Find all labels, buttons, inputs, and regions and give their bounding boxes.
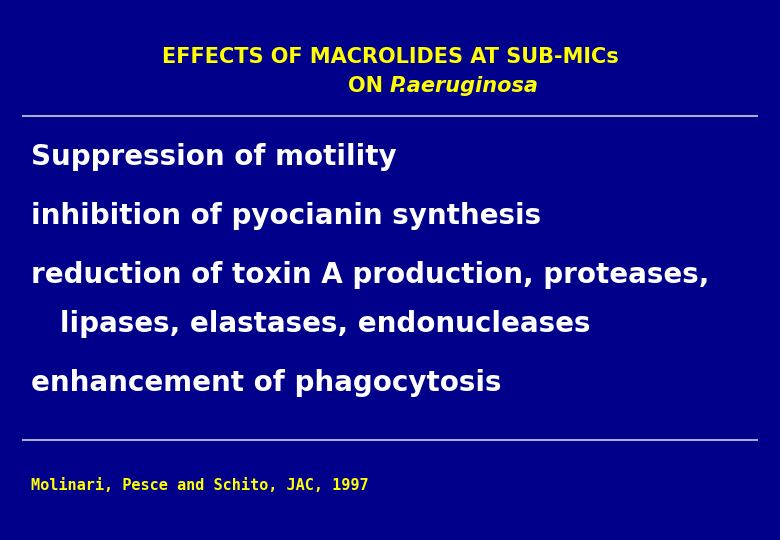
Text: reduction of toxin A production, proteases,: reduction of toxin A production, proteas…: [31, 261, 710, 289]
Text: Molinari, Pesce and Schito, JAC, 1997: Molinari, Pesce and Schito, JAC, 1997: [31, 478, 369, 494]
Text: EFFECTS OF MACROLIDES AT SUB-MICs: EFFECTS OF MACROLIDES AT SUB-MICs: [161, 46, 619, 67]
Text: P.aeruginosa: P.aeruginosa: [390, 76, 539, 97]
Text: enhancement of phagocytosis: enhancement of phagocytosis: [31, 369, 502, 397]
Text: ON: ON: [348, 76, 390, 97]
Text: inhibition of pyocianin synthesis: inhibition of pyocianin synthesis: [31, 202, 541, 230]
Text: lipases, elastases, endonucleases: lipases, elastases, endonucleases: [31, 310, 590, 338]
Text: Suppression of motility: Suppression of motility: [31, 143, 397, 171]
